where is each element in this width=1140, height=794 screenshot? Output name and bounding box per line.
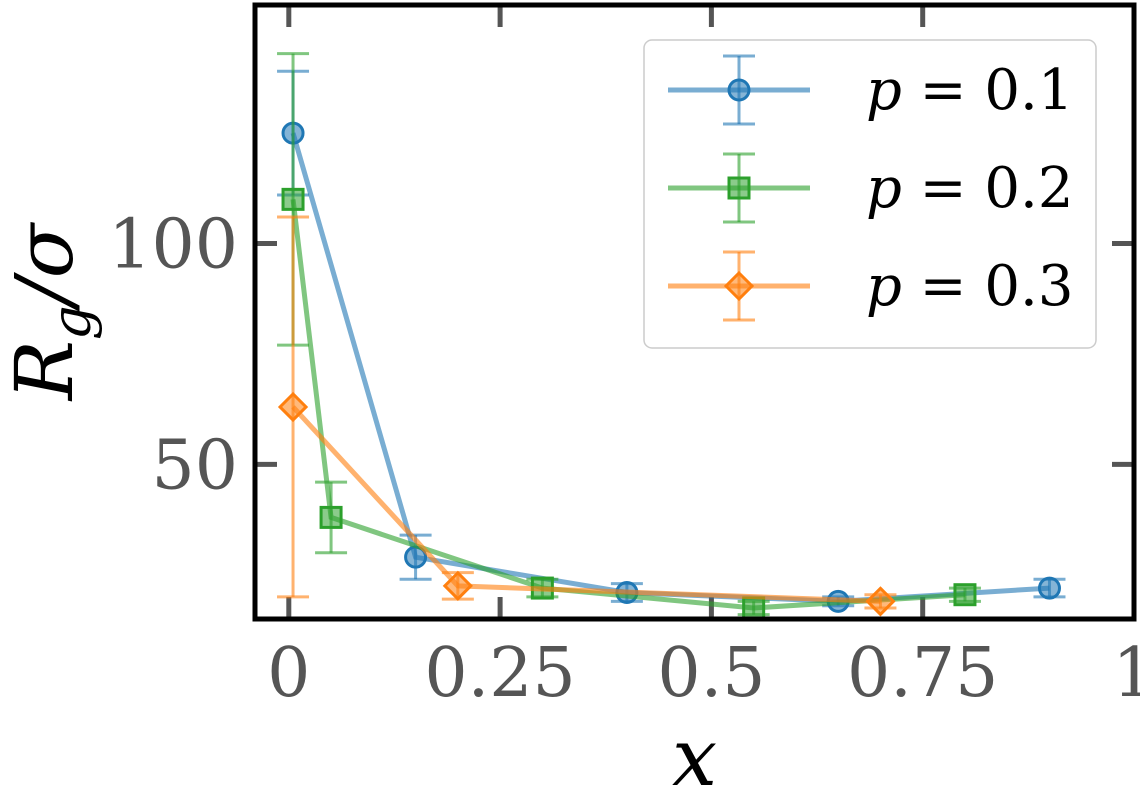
data-point <box>319 505 343 529</box>
legend-label-var: p <box>866 58 902 123</box>
legend-marker <box>727 78 751 102</box>
x-axis-title: x <box>672 711 717 794</box>
legend-entry-1: p = 0.2 <box>668 152 1073 224</box>
legend-entry-0: p = 0.1 <box>668 54 1073 126</box>
data-point <box>865 586 896 617</box>
data-point <box>277 391 309 423</box>
legend-label-value: = 0.1 <box>902 58 1074 123</box>
legend-marker <box>723 270 755 302</box>
series-2 <box>277 215 897 617</box>
legend-label: p = 0.1 <box>866 58 1073 123</box>
x-tick-label: 0.5 <box>657 634 765 713</box>
legend-label-var: p <box>866 156 902 221</box>
y-axis-title-main: R <box>0 340 91 402</box>
data-point <box>1037 576 1061 600</box>
series-layer <box>277 52 1066 620</box>
legend-label-value: = 0.2 <box>902 156 1074 221</box>
y-axis-title-sub: g <box>40 305 103 340</box>
data-point <box>281 187 305 211</box>
legend-label: p = 0.2 <box>866 156 1073 221</box>
axis-ticks <box>255 5 1137 619</box>
legend-label-var: p <box>866 254 902 319</box>
legend-entry-2: p = 0.3 <box>668 250 1073 322</box>
data-point <box>953 583 977 607</box>
legend-label: p = 0.3 <box>866 254 1073 319</box>
data-point <box>442 570 473 601</box>
y-tick-label: 100 <box>108 206 238 285</box>
x-tick-label: 0.25 <box>424 634 575 713</box>
tick-labels: 0 0.25 0.5 0.75 1 50 100 <box>108 206 1140 713</box>
legend-label-value: = 0.3 <box>902 254 1074 319</box>
plot-frame <box>252 2 1137 622</box>
legend-box <box>643 39 1097 349</box>
y-axis-title-rest: /σ <box>0 221 91 312</box>
legend-entries: p = 0.1p = 0.2p = 0.3 <box>668 54 1073 322</box>
legend-marker <box>727 176 751 200</box>
y-tick-label: 50 <box>151 426 238 505</box>
x-tick-label: 1 <box>1112 634 1140 713</box>
legend: p = 0.1p = 0.2p = 0.3 <box>643 39 1097 349</box>
data-point <box>742 596 766 620</box>
y-axis-title: Rg/σ <box>0 221 103 402</box>
x-tick-label: 0 <box>267 634 310 713</box>
x-tick-label: 0.75 <box>847 634 998 713</box>
